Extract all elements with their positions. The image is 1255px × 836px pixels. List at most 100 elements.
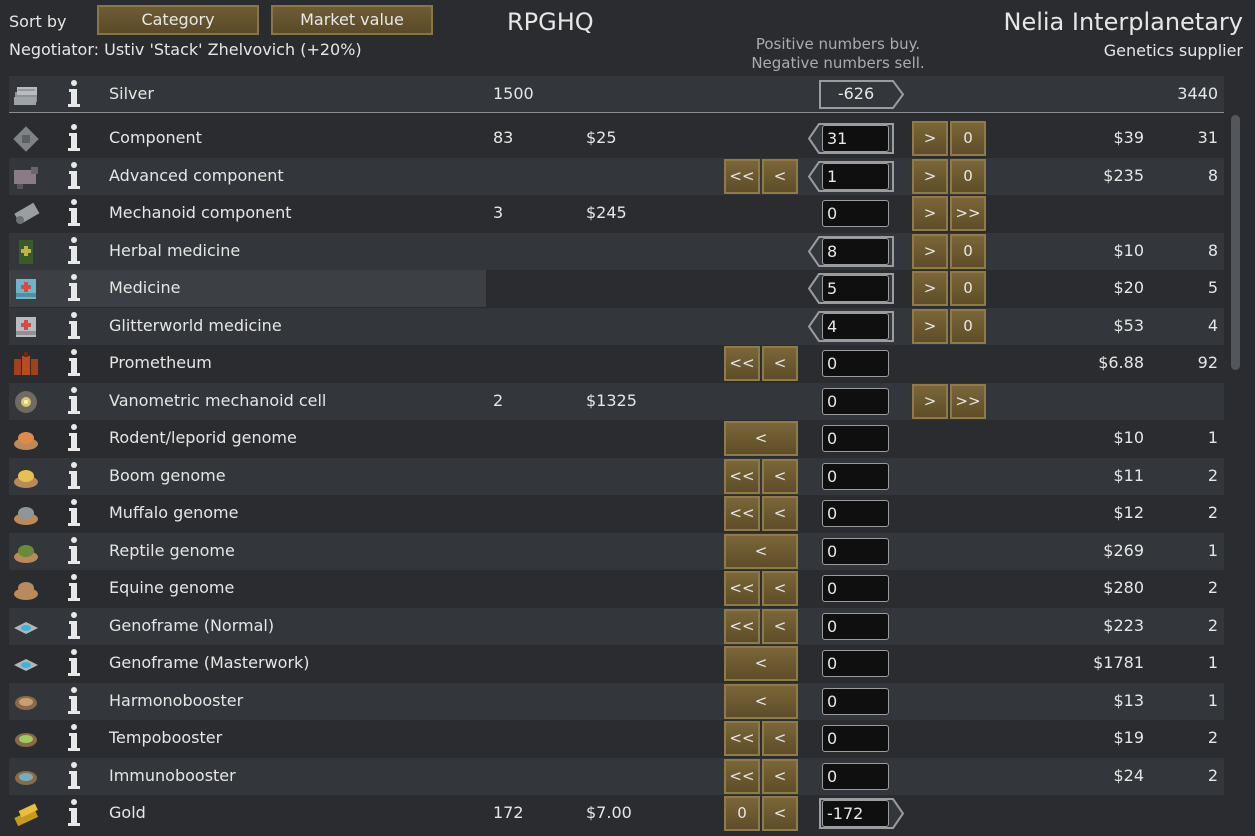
sell-one-button[interactable]: < — [762, 608, 798, 644]
info-icon[interactable] — [65, 386, 83, 416]
quantity-input[interactable]: 31 — [822, 125, 889, 152]
sell-one-button[interactable]: < — [762, 496, 798, 531]
scrollbar-thumb[interactable] — [1231, 115, 1240, 370]
quantity-input[interactable]: 4 — [822, 312, 889, 340]
info-icon[interactable] — [65, 723, 83, 753]
info-icon[interactable] — [65, 273, 83, 303]
silver-trader-count: 3440 — [1177, 84, 1218, 103]
quantity-input[interactable]: 5 — [822, 275, 889, 302]
item-name: Harmonobooster — [109, 690, 244, 710]
sell-all-button[interactable]: << — [724, 346, 760, 381]
sort-category-button[interactable]: Category — [97, 5, 259, 35]
quantity-input[interactable]: 0 — [822, 425, 889, 452]
info-icon[interactable] — [65, 198, 83, 228]
sell-one-button[interactable]: < — [724, 683, 798, 719]
quantity-input[interactable]: 0 — [822, 650, 889, 677]
trade-row-reptile-genome: Reptile genome $269 1 <0 — [9, 532, 1224, 570]
trader-price: $223 — [1103, 615, 1144, 635]
info-icon[interactable] — [65, 461, 83, 491]
quantity-input[interactable]: 0 — [822, 200, 889, 227]
quantity-input[interactable]: 0 — [822, 537, 889, 565]
trade-row-equine-genome: Equine genome $280 2 << <0 — [9, 570, 1224, 607]
trader-count: 1 — [1207, 428, 1218, 447]
item-name: Advanced component — [109, 165, 284, 185]
reset-button[interactable]: 0 — [950, 158, 986, 194]
info-icon[interactable] — [65, 311, 83, 341]
info-icon[interactable] — [65, 798, 83, 828]
buy-all-button[interactable]: >> — [950, 383, 986, 419]
reset-button[interactable]: 0 — [950, 121, 986, 156]
buy-one-button[interactable]: > — [912, 121, 948, 156]
quantity-input[interactable]: 1 — [822, 162, 889, 190]
reset-button[interactable]: 0 — [950, 271, 986, 306]
sell-one-button[interactable]: < — [762, 758, 798, 794]
sell-all-button[interactable]: << — [724, 608, 760, 644]
colony-count: 2 — [493, 390, 504, 410]
sell-one-button[interactable]: < — [762, 796, 798, 831]
hint-buy: Positive numbers buy. — [755, 35, 921, 53]
trader-count: 92 — [1197, 353, 1218, 372]
buy-one-button[interactable]: > — [912, 196, 948, 231]
sell-all-button[interactable]: << — [724, 458, 760, 494]
info-icon[interactable] — [65, 236, 83, 266]
quantity-input[interactable]: 0 — [822, 762, 889, 790]
buy-one-button[interactable]: > — [912, 308, 948, 344]
trader-price: $235 — [1103, 165, 1144, 185]
sell-all-button[interactable]: << — [724, 158, 760, 194]
buy-one-button[interactable]: > — [912, 271, 948, 306]
quantity-input[interactable]: 0 — [822, 725, 889, 752]
buy-one-button[interactable]: > — [912, 383, 948, 419]
silver-row: Silver 1500 -626 3440 — [9, 76, 1224, 113]
info-icon[interactable] — [65, 79, 83, 109]
buy-one-button[interactable]: > — [912, 233, 948, 269]
reset-button[interactable]: 0 — [724, 796, 760, 831]
quantity-input[interactable]: 0 — [822, 500, 889, 527]
reset-button[interactable]: 0 — [950, 308, 986, 344]
trade-row-genoframe-masterwork: Genoframe (Masterwork) $1781 1 <0 — [9, 645, 1224, 682]
info-icon[interactable] — [65, 611, 83, 641]
sell-one-button[interactable]: < — [724, 421, 798, 456]
trader-price: $10 — [1113, 428, 1144, 447]
quantity-input[interactable]: -172 — [822, 800, 889, 827]
sell-one-button[interactable]: < — [762, 458, 798, 494]
quantity-input[interactable]: 0 — [822, 575, 889, 602]
sell-all-button[interactable]: << — [724, 571, 760, 606]
info-icon[interactable] — [65, 686, 83, 716]
info-icon[interactable] — [65, 536, 83, 566]
sell-one-button[interactable]: < — [724, 646, 798, 681]
quantity-input[interactable]: 0 — [822, 612, 889, 640]
sell-one-button[interactable]: < — [724, 533, 798, 569]
sell-all-button[interactable]: << — [724, 496, 760, 531]
info-icon[interactable] — [65, 423, 83, 453]
buy-all-button[interactable]: >> — [950, 196, 986, 231]
sell-all-button[interactable]: << — [724, 758, 760, 794]
quantity-input[interactable]: 0 — [822, 387, 889, 415]
sell-one-button[interactable]: < — [762, 721, 798, 756]
info-icon[interactable] — [65, 648, 83, 678]
trader-count: 1 — [1207, 653, 1218, 672]
sort-market-value-button[interactable]: Market value — [271, 5, 433, 35]
info-icon[interactable] — [65, 761, 83, 791]
glitterworld-medicine-icon — [16, 316, 36, 337]
buy-one-button[interactable]: > — [912, 158, 948, 194]
info-icon[interactable] — [65, 573, 83, 603]
sell-one-button[interactable]: < — [762, 158, 798, 194]
info-icon[interactable] — [65, 348, 83, 378]
quantity-input[interactable]: 0 — [822, 462, 889, 490]
genome-icon — [14, 582, 38, 600]
quantity-input[interactable]: 0 — [822, 350, 889, 377]
trader-price: $53 — [1113, 315, 1144, 335]
sell-all-button[interactable]: << — [724, 721, 760, 756]
colony-count: 83 — [493, 128, 514, 147]
sell-one-button[interactable]: < — [762, 346, 798, 381]
quantity-input[interactable]: 8 — [822, 237, 889, 265]
trade-row-component: Component 83 $25 $39 31 31 >0 — [9, 120, 1224, 157]
quantity-input[interactable]: 0 — [822, 687, 889, 715]
sell-one-button[interactable]: < — [762, 571, 798, 606]
info-icon[interactable] — [65, 123, 83, 153]
info-icon[interactable] — [65, 498, 83, 528]
info-icon[interactable] — [65, 161, 83, 191]
item-name: Gold — [109, 803, 146, 822]
item-name: Tempobooster — [109, 728, 223, 747]
reset-button[interactable]: 0 — [950, 233, 986, 269]
